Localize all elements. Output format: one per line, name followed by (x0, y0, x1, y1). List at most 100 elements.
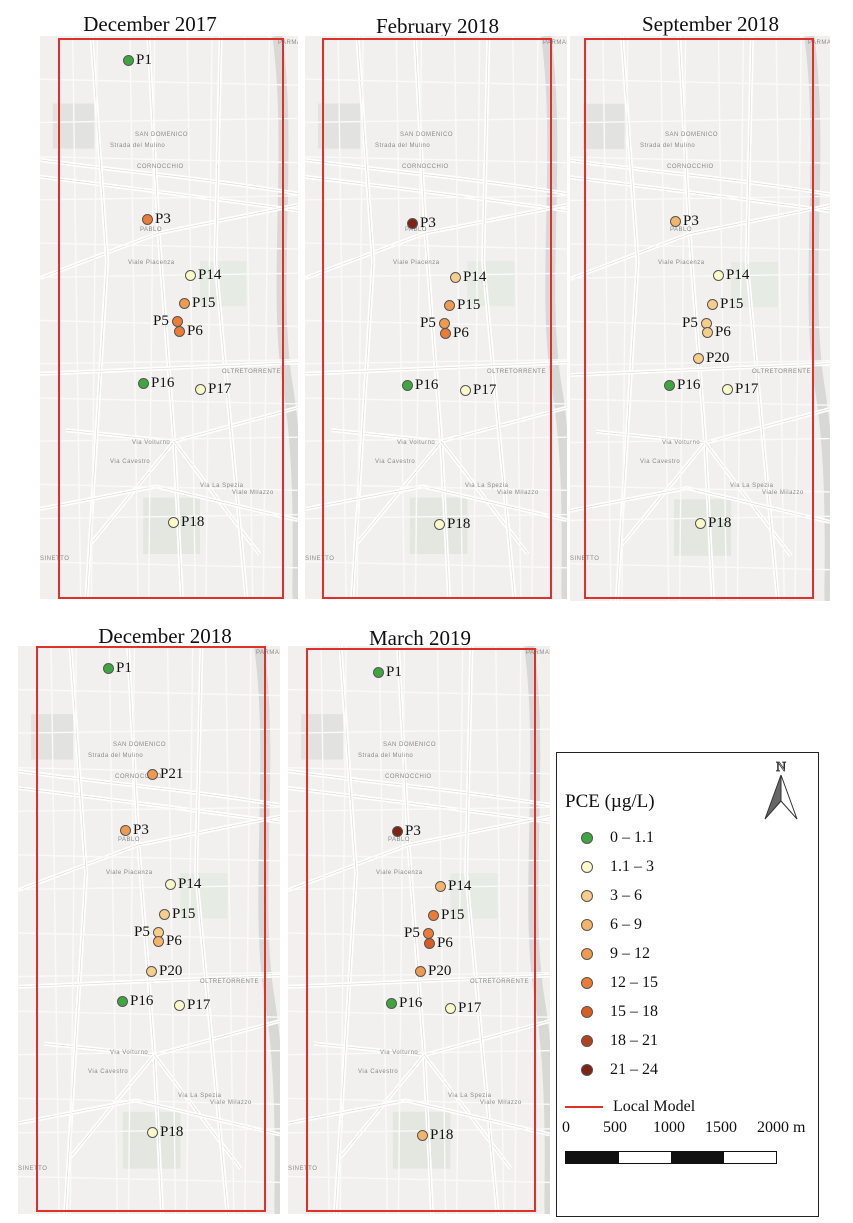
sampling-site-p20: P20 (415, 964, 451, 979)
sampling-site-p3: P3 (670, 214, 699, 229)
local-model-boundary (58, 38, 284, 599)
sampling-site-p6: P6 (153, 934, 182, 949)
legend-boundary-item: Local Model (565, 1098, 695, 1116)
site-label: P3 (405, 823, 421, 839)
basemap-place-label: Via Volturno (662, 440, 701, 446)
site-label: P20 (159, 963, 183, 979)
basemap-place-label: Via La Spezia (200, 483, 244, 489)
site-label: P6 (187, 323, 203, 339)
legend-class-label: 9 – 12 (610, 945, 650, 962)
site-label: P5 (420, 315, 436, 331)
site-label: P16 (130, 993, 154, 1009)
basemap-place-label: SINETTO (288, 1166, 318, 1172)
scale-bar-segment (723, 1152, 776, 1163)
basemap-place-label: CORNOCCHIO (385, 774, 432, 780)
site-label: P14 (448, 878, 472, 894)
site-marker (707, 299, 718, 310)
legend-class-item: 1.1 – 3 (581, 858, 654, 876)
sampling-site-p14: P14 (450, 270, 486, 285)
sampling-site-p5: P5 (153, 314, 183, 329)
site-label: P17 (735, 381, 759, 397)
legend-class-label: 6 – 9 (610, 916, 642, 933)
basemap-place-label: SAN DOMENICO (400, 132, 454, 138)
legend-class-label: 21 – 24 (610, 1061, 658, 1078)
site-label: P21 (160, 766, 184, 782)
sampling-site-p16: P16 (664, 378, 700, 393)
basemap-place-label: PARMABAZ (278, 40, 298, 46)
site-label: P6 (453, 325, 469, 341)
legend-swatch (581, 1035, 593, 1047)
site-label: P16 (399, 995, 423, 1011)
basemap-place-label: OLTRETORRENTE (222, 369, 281, 375)
legend-swatch (581, 890, 593, 902)
site-label: P14 (726, 267, 750, 283)
map-panel-september-2018: September 2018 SAN DOMENICO CORNOCCHIO PAB… (0, 0, 853, 605)
scale-tick: 2000 m (757, 1119, 806, 1136)
basemap-place-label: Viale Milazzo (480, 1100, 522, 1106)
site-marker (195, 384, 206, 395)
sampling-site-p17: P17 (174, 998, 210, 1013)
north-label: N (776, 760, 786, 775)
legend-boundary-label: Local Model (613, 1098, 696, 1115)
basemap-place-label: PABLO (118, 837, 141, 843)
site-marker (435, 881, 446, 892)
basemap-place-label: SAN DOMENICO (135, 132, 189, 138)
site-marker (123, 55, 134, 66)
basemap-place-label: Viale Piacenza (128, 260, 175, 266)
legend-class-item: 15 – 18 (581, 1003, 658, 1021)
site-label: P18 (708, 515, 732, 531)
legend-class-item: 0 – 1.1 (581, 829, 654, 847)
site-label: P6 (715, 324, 731, 340)
north-arrow-icon: N (764, 760, 798, 820)
basemap-place-label: CORNOCCHIO (667, 164, 714, 170)
site-label: P5 (682, 315, 698, 331)
sampling-site-p16: P16 (386, 996, 422, 1011)
basemap-place-label: Via Volturno (132, 440, 171, 446)
basemap-place-label: PARMABAZ (256, 650, 280, 656)
map-panel-february-2018: February 2018 SAN DOMENICO CORNOCCHIO PABL… (0, 0, 570, 605)
basemap-place-label: CORNOCCHIO (137, 164, 184, 170)
site-label: P18 (181, 514, 205, 530)
site-marker (179, 298, 190, 309)
sampling-site-p18: P18 (434, 517, 470, 532)
basemap: SAN DOMENICO CORNOCCHIO PABLO OLTRETORRENTE… (305, 36, 567, 599)
sampling-site-p18: P18 (695, 516, 731, 531)
site-marker (407, 218, 418, 229)
local-model-boundary (584, 38, 814, 599)
basemap-place-label: Via La Spezia (178, 1093, 222, 1099)
legend-class-item: 12 – 15 (581, 974, 658, 992)
site-label: P1 (136, 52, 152, 68)
panel-title: September 2018 (641, 12, 780, 36)
scale-tick: 1000 (653, 1119, 685, 1136)
map-panel-march-2019: March 2019 SAN DOMENICO CORNOCCHIO PABLO OL… (288, 626, 550, 1214)
sampling-site-p6: P6 (440, 326, 469, 341)
basemap-place-label: Strada del Mulino (88, 753, 144, 759)
site-marker (373, 667, 384, 678)
legend-class-item: 18 – 21 (581, 1032, 658, 1050)
legend-class-label: 0 – 1.1 (610, 829, 654, 846)
site-label: P3 (133, 822, 149, 838)
basemap: SAN DOMENICO CORNOCCHIO PABLO OLTRETORRENTE… (288, 646, 550, 1214)
site-marker (153, 936, 164, 947)
sampling-site-p3: P3 (407, 216, 436, 231)
site-marker (174, 1000, 185, 1011)
site-marker (670, 216, 681, 227)
site-marker (415, 966, 426, 977)
basemap-place-label: SINETTO (305, 556, 335, 562)
basemap-place-label: Via Cavestro (358, 1069, 399, 1075)
basemap-place-label: PARMABAZ (543, 40, 567, 46)
basemap-place-label: Via Volturno (110, 1050, 149, 1056)
site-marker (117, 996, 128, 1007)
legend-class-item: 3 – 6 (581, 887, 642, 905)
site-marker (386, 998, 397, 1009)
sampling-site-p3: P3 (392, 824, 421, 839)
legend: N PCE (µg/L) 0 – 1.1 1.1 – 3 3 – 6 6 – 9 9 –… (556, 752, 819, 1217)
basemap-place-label: OLTRETORRENTE (752, 369, 811, 375)
basemap-place-label: Strada del Mulino (375, 143, 431, 149)
basemap-streets (570, 36, 830, 601)
basemap-place-label: SAN DOMENICO (665, 132, 719, 138)
legend-class-label: 3 – 6 (610, 887, 642, 904)
site-label: P20 (428, 963, 452, 979)
site-marker (402, 380, 413, 391)
legend-swatch (581, 861, 593, 873)
